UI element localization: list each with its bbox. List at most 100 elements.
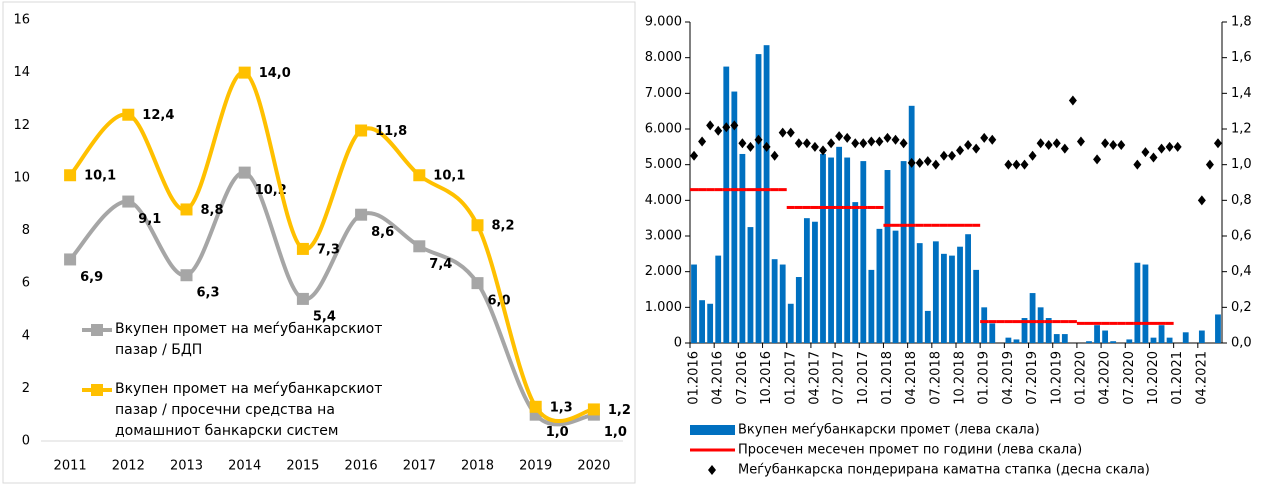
data-label: 1,0 — [546, 425, 569, 440]
rate-point — [1068, 95, 1077, 106]
rate-point — [786, 127, 795, 138]
rate-point — [931, 159, 940, 170]
bar — [1021, 318, 1028, 343]
y-tick-label: 14 — [13, 65, 30, 80]
y2-tick-label: 0,8 — [1231, 193, 1252, 208]
point-marker — [413, 169, 426, 182]
bar — [892, 230, 899, 343]
point-marker — [587, 403, 600, 416]
left-chart-frame — [2, 1, 636, 484]
x-tick-label: 2012 — [112, 459, 145, 474]
rate-point — [1004, 159, 1013, 170]
x-tick-label: 07.2016 — [735, 351, 750, 405]
y-tick-label: 10 — [13, 170, 30, 185]
bar — [739, 153, 746, 343]
rate-point — [1141, 147, 1150, 158]
data-label: 10,1 — [84, 169, 116, 184]
bar — [965, 234, 971, 343]
bar — [723, 66, 730, 343]
rate-point — [843, 132, 852, 143]
bar — [884, 170, 891, 343]
y-tick-label: 6.000 — [645, 122, 682, 137]
rate-point — [835, 131, 844, 142]
y-tick-label: 4.000 — [645, 193, 682, 208]
point-marker — [471, 219, 484, 232]
y-tick-label: 1.000 — [645, 300, 682, 315]
bar — [763, 45, 770, 343]
rate-point — [956, 145, 965, 156]
rate-point — [964, 140, 973, 151]
data-label: 12,4 — [142, 108, 174, 123]
x-tick-label: 07.2017 — [832, 351, 847, 405]
rate-point — [1133, 159, 1142, 170]
bar — [957, 246, 963, 343]
bar — [924, 310, 931, 343]
bar — [1166, 337, 1173, 343]
rate-point — [762, 141, 771, 152]
data-label: 10,1 — [433, 169, 465, 184]
x-tick-label: 04.2018 — [904, 351, 919, 405]
rate-point — [1044, 140, 1053, 151]
bar — [981, 307, 988, 343]
point-marker — [122, 195, 135, 208]
bar — [1134, 262, 1141, 343]
x-tick-label: 01.2019 — [977, 351, 992, 405]
legend-marker — [91, 384, 103, 396]
point-marker — [180, 203, 193, 216]
rate-point — [722, 122, 731, 133]
y2-tick-label: 1,0 — [1231, 157, 1252, 172]
point-marker — [296, 242, 309, 255]
x-tick-label: 2016 — [345, 459, 378, 474]
rate-point — [770, 150, 779, 161]
x-tick-label: 04.2017 — [807, 351, 822, 405]
bar — [1142, 264, 1149, 343]
bar — [1126, 339, 1133, 343]
rate-point — [794, 138, 803, 149]
data-label: 8,6 — [371, 225, 394, 240]
x-tick-label: 01.2017 — [783, 351, 798, 405]
rate-point — [1109, 140, 1118, 151]
rate-point — [867, 136, 876, 147]
x-tick-label: 01.2018 — [880, 351, 895, 405]
bar — [989, 323, 996, 343]
y-tick-label: 9.000 — [645, 15, 682, 30]
rate-point — [1205, 159, 1214, 170]
rate-point — [1020, 159, 1029, 170]
y2-tick-label: 0,4 — [1231, 264, 1252, 279]
bar — [916, 243, 923, 343]
y-tick-label: 16 — [13, 13, 30, 28]
rate-point — [754, 134, 763, 145]
rate-point — [907, 157, 916, 168]
point-marker — [180, 269, 193, 282]
legend-swatch — [690, 425, 735, 435]
x-tick-label: 01.2020 — [1073, 351, 1088, 405]
data-label: 11,8 — [375, 124, 407, 139]
bar — [949, 255, 955, 343]
bar — [699, 300, 705, 343]
rate-point — [738, 138, 747, 149]
legend-label: Вкупен промет на меѓубанкарскиот пазар /… — [115, 381, 383, 439]
rate-point — [1036, 138, 1045, 149]
rate-point — [1076, 136, 1085, 147]
point-marker — [64, 253, 77, 266]
rate-point — [706, 120, 715, 131]
bar — [828, 157, 834, 343]
bar — [820, 153, 826, 343]
x-tick-label: 01.2021 — [1170, 351, 1185, 405]
bar — [876, 228, 883, 343]
data-label: 1,2 — [608, 403, 631, 418]
rate-point — [819, 145, 827, 156]
rate-point — [851, 138, 860, 149]
bar — [1037, 307, 1044, 343]
y2-tick-label: 1,2 — [1231, 122, 1252, 137]
bar — [779, 264, 786, 343]
x-tick-label: 2020 — [577, 459, 610, 474]
rate-point — [1093, 154, 1102, 165]
x-tick-label: 2015 — [286, 459, 319, 474]
rate-point — [1012, 159, 1021, 170]
rate-point — [883, 132, 892, 143]
rate-point — [730, 120, 739, 131]
rate-point — [1060, 143, 1069, 154]
x-tick-label: 2014 — [228, 459, 261, 474]
